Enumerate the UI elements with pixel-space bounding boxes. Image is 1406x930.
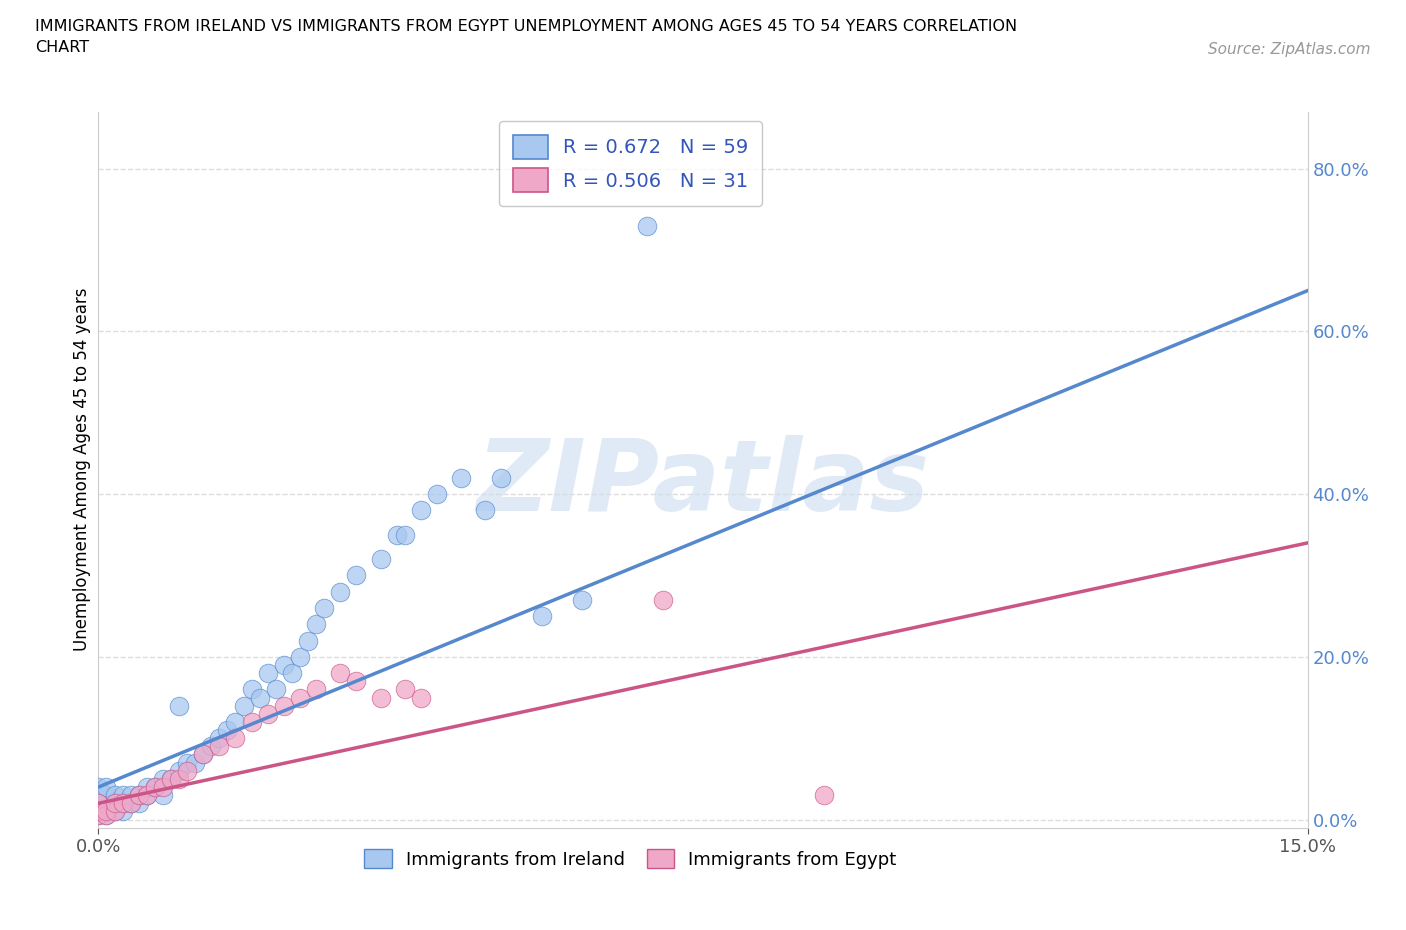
Point — [87, 808, 110, 823]
Point — [152, 779, 174, 794]
Point — [256, 666, 278, 681]
Point — [87, 796, 110, 811]
Point — [96, 804, 118, 819]
Point — [96, 804, 118, 819]
Point — [96, 808, 118, 823]
Point — [87, 808, 110, 823]
Text: IMMIGRANTS FROM IRELAND VS IMMIGRANTS FROM EGYPT UNEMPLOYMENT AMONG AGES 45 TO 5: IMMIGRANTS FROM IRELAND VS IMMIGRANTS FR… — [35, 19, 1018, 33]
Point — [87, 804, 110, 819]
Point — [288, 649, 311, 664]
Point — [297, 633, 319, 648]
Point — [111, 796, 134, 811]
Point — [288, 690, 311, 705]
Point — [120, 796, 142, 811]
Point — [96, 796, 118, 811]
Point — [128, 788, 150, 803]
Point — [329, 584, 352, 599]
Point — [167, 698, 190, 713]
Point — [450, 471, 472, 485]
Point — [87, 788, 110, 803]
Text: ZIPatlas: ZIPatlas — [477, 435, 929, 533]
Point — [217, 723, 239, 737]
Point — [103, 788, 125, 803]
Point — [96, 788, 118, 803]
Point — [530, 609, 553, 624]
Point — [111, 796, 134, 811]
Point — [240, 714, 263, 729]
Point — [273, 698, 295, 713]
Point — [111, 788, 134, 803]
Point — [491, 471, 513, 485]
Y-axis label: Unemployment Among Ages 45 to 54 years: Unemployment Among Ages 45 to 54 years — [73, 288, 91, 651]
Point — [152, 788, 174, 803]
Point — [143, 779, 166, 794]
Point — [167, 764, 190, 778]
Point — [281, 666, 304, 681]
Point — [394, 527, 416, 542]
Point — [87, 796, 110, 811]
Point — [370, 551, 392, 566]
Point — [208, 738, 231, 753]
Point — [636, 219, 658, 233]
Point — [128, 796, 150, 811]
Point — [87, 804, 110, 819]
Point — [344, 673, 367, 688]
Point — [184, 755, 207, 770]
Point — [314, 601, 336, 616]
Point — [571, 592, 593, 607]
Text: CHART: CHART — [35, 40, 89, 55]
Point — [120, 788, 142, 803]
Point — [305, 682, 328, 697]
Point — [176, 755, 198, 770]
Point — [305, 617, 328, 631]
Point — [249, 690, 271, 705]
Point — [208, 731, 231, 746]
Point — [273, 658, 295, 672]
Point — [103, 796, 125, 811]
Point — [224, 714, 246, 729]
Point — [813, 788, 835, 803]
Point — [200, 738, 222, 753]
Point — [329, 666, 352, 681]
Legend: Immigrants from Ireland, Immigrants from Egypt: Immigrants from Ireland, Immigrants from… — [357, 843, 904, 876]
Point — [103, 804, 125, 819]
Point — [409, 690, 432, 705]
Point — [135, 788, 157, 803]
Point — [256, 707, 278, 722]
Point — [120, 796, 142, 811]
Point — [193, 747, 215, 762]
Point — [240, 682, 263, 697]
Point — [426, 486, 449, 501]
Point — [160, 772, 183, 787]
Point — [96, 808, 118, 823]
Point — [385, 527, 408, 542]
Point — [394, 682, 416, 697]
Point — [96, 779, 118, 794]
Point — [167, 772, 190, 787]
Point — [135, 779, 157, 794]
Point — [232, 698, 254, 713]
Point — [176, 764, 198, 778]
Point — [224, 731, 246, 746]
Point — [135, 788, 157, 803]
Point — [103, 796, 125, 811]
Point — [193, 747, 215, 762]
Point — [651, 592, 673, 607]
Point — [128, 788, 150, 803]
Point — [160, 772, 183, 787]
Text: Source: ZipAtlas.com: Source: ZipAtlas.com — [1208, 42, 1371, 57]
Point — [143, 779, 166, 794]
Point — [409, 503, 432, 518]
Point — [111, 804, 134, 819]
Point — [152, 772, 174, 787]
Point — [264, 682, 287, 697]
Point — [474, 503, 496, 518]
Point — [344, 568, 367, 583]
Point — [103, 804, 125, 819]
Point — [87, 779, 110, 794]
Point — [370, 690, 392, 705]
